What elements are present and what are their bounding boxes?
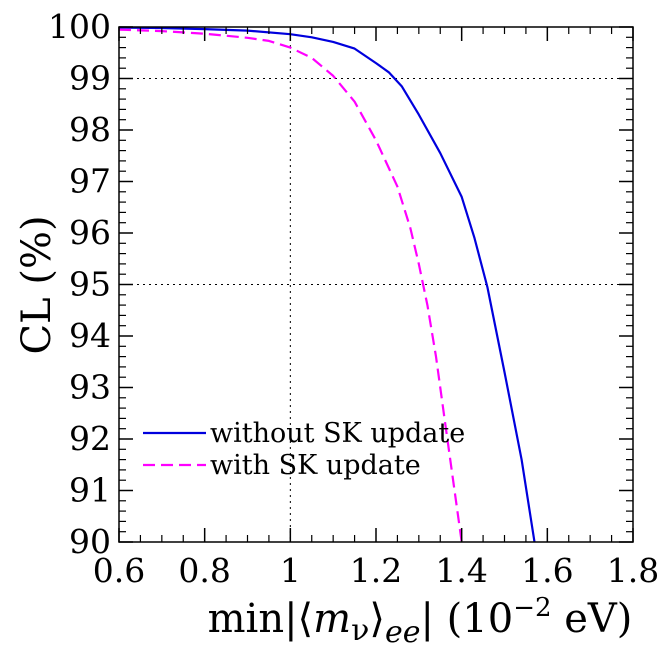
x-axis-title-nu: ν <box>351 613 369 648</box>
y-tick-label: 90 <box>69 522 111 561</box>
x-tick-label: 1.4 <box>435 551 487 590</box>
y-tick-label: 100 <box>48 7 111 46</box>
y-tick-label: 99 <box>69 59 111 98</box>
x-axis-title-m: m <box>313 596 351 642</box>
y-tick-label: 92 <box>69 419 111 458</box>
axis-tick-labels: 0.6 0.8 1 1.2 1.4 1.6 1.8 90 91 92 93 94 95 96 97 98 99 1… <box>48 7 659 590</box>
x-tick-label: 1 <box>280 551 301 590</box>
x-axis-title-prefix: min|⟨ <box>208 596 314 642</box>
x-tick-label: 1.6 <box>521 551 573 590</box>
legend-label-2: with SK update <box>210 450 421 481</box>
x-tick-label: 0.8 <box>178 551 230 590</box>
x-axis-title-exp: −2 <box>513 593 551 623</box>
y-tick-label: 97 <box>69 162 111 201</box>
x-tick-label: 0.6 <box>93 551 145 590</box>
x-axis-title-unit: eV) <box>552 596 633 642</box>
x-tick-label: 1.2 <box>350 551 402 590</box>
x-axis-title-close: ⟩ <box>369 596 385 642</box>
y-axis-title: CL (%) <box>14 215 60 354</box>
x-axis-title-sub: ee <box>385 615 421 650</box>
legend-label-1: without SK update <box>210 418 465 449</box>
y-tick-label: 93 <box>69 368 111 407</box>
reference-grid <box>119 27 633 542</box>
series-line-2 <box>118 28 463 543</box>
x-axis-title-suffix: | (10 <box>420 596 513 642</box>
y-tick-label: 94 <box>69 316 111 355</box>
x-tick-label: 1.8 <box>607 551 659 590</box>
x-axis-title: min|⟨mν⟩ee| (10−2 eV) <box>208 593 633 650</box>
y-tick-label: 95 <box>69 265 111 304</box>
axis-ticks <box>118 26 634 543</box>
y-tick-label: 91 <box>69 471 111 510</box>
y-tick-label: 96 <box>69 213 111 252</box>
y-tick-label: 98 <box>69 110 111 149</box>
